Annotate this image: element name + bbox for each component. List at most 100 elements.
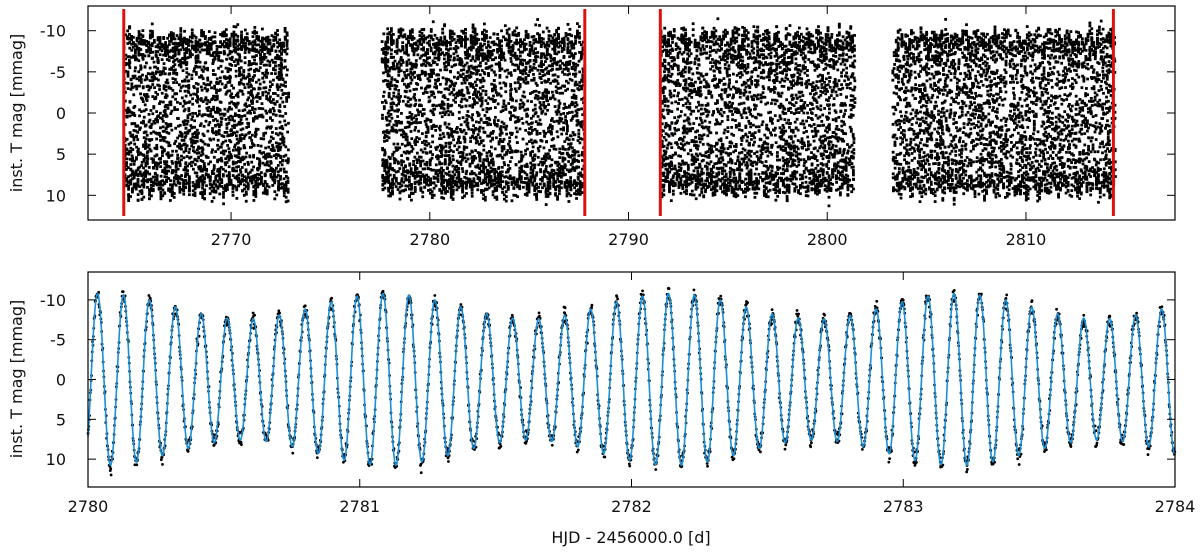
data-point	[138, 128, 141, 131]
data-point	[246, 162, 250, 166]
data-point	[263, 163, 267, 167]
data-point	[155, 147, 159, 151]
data-point	[128, 100, 132, 104]
data-point	[276, 133, 280, 137]
data-point	[434, 128, 438, 132]
data-point	[558, 116, 562, 120]
data-point	[273, 181, 277, 185]
data-point	[233, 169, 237, 173]
data-point	[269, 108, 272, 112]
data-point	[140, 110, 143, 113]
data-point	[172, 68, 175, 72]
data-point	[183, 59, 187, 63]
data-point	[231, 124, 234, 128]
data-point	[277, 186, 280, 190]
data-point	[219, 64, 223, 68]
data-point	[474, 127, 478, 131]
data-point	[238, 120, 242, 124]
data-point	[156, 132, 159, 136]
data-point	[212, 186, 216, 190]
data-point	[129, 195, 132, 198]
data-point	[234, 74, 238, 78]
data-point	[139, 92, 142, 96]
data-point	[445, 125, 449, 129]
data-point	[518, 54, 522, 58]
data-point	[240, 30, 243, 34]
data-point	[443, 122, 447, 126]
data-point	[163, 171, 167, 175]
data-point	[250, 179, 254, 183]
data-point	[247, 68, 251, 72]
data-point	[218, 177, 222, 181]
data-point	[197, 178, 201, 182]
data-point	[274, 38, 278, 41]
data-point	[126, 36, 130, 40]
data-point	[447, 170, 451, 174]
data-point	[242, 193, 246, 197]
data-point	[171, 77, 175, 80]
data-point	[141, 41, 145, 45]
data-point	[238, 47, 242, 51]
data-point	[194, 72, 198, 76]
data-point	[175, 92, 179, 96]
data-point	[469, 34, 473, 37]
data-point	[396, 188, 400, 191]
data-point	[275, 175, 279, 179]
data-point	[169, 103, 173, 107]
data-point	[210, 169, 214, 173]
data-point	[166, 36, 169, 40]
data-point	[431, 140, 435, 144]
data-point	[228, 74, 232, 78]
data-point	[250, 141, 254, 145]
data-point	[207, 106, 211, 109]
data-point	[566, 81, 570, 85]
data-point	[259, 52, 262, 56]
data-point	[213, 73, 217, 77]
data-point	[193, 119, 197, 123]
data-point	[234, 123, 238, 127]
data-point	[211, 51, 215, 55]
data-point	[169, 124, 173, 128]
data-point	[419, 164, 423, 168]
data-point	[216, 168, 220, 171]
data-point	[241, 109, 245, 113]
data-point	[158, 100, 162, 104]
data-point	[262, 86, 266, 90]
data-point	[187, 180, 191, 184]
data-point	[173, 106, 177, 109]
data-point	[139, 37, 143, 41]
data-point	[210, 150, 214, 154]
top-data-points	[122, 17, 1117, 208]
data-point	[475, 78, 479, 81]
data-point	[266, 42, 270, 46]
data-point	[250, 176, 254, 180]
data-point	[466, 88, 470, 92]
data-point	[280, 51, 283, 55]
data-point	[166, 106, 170, 110]
data-point	[233, 184, 237, 188]
data-point	[212, 182, 216, 186]
data-point	[274, 113, 278, 117]
data-point	[213, 95, 216, 98]
data-point	[485, 154, 489, 158]
data-point	[400, 128, 404, 132]
data-point	[160, 72, 164, 76]
data-point	[194, 42, 198, 46]
data-point	[202, 32, 205, 36]
data-point	[508, 136, 512, 140]
data-point	[137, 49, 141, 53]
data-point	[254, 187, 258, 191]
data-point	[131, 133, 135, 137]
data-point	[402, 174, 406, 177]
data-point	[146, 49, 150, 53]
data-point	[419, 121, 422, 124]
data-point	[182, 150, 186, 154]
data-point	[500, 149, 504, 153]
data-point	[134, 58, 137, 62]
data-point	[182, 184, 185, 187]
data-point	[179, 60, 182, 64]
data-point	[221, 174, 225, 178]
data-point	[447, 122, 451, 126]
data-point	[501, 105, 505, 109]
data-point	[490, 68, 494, 72]
